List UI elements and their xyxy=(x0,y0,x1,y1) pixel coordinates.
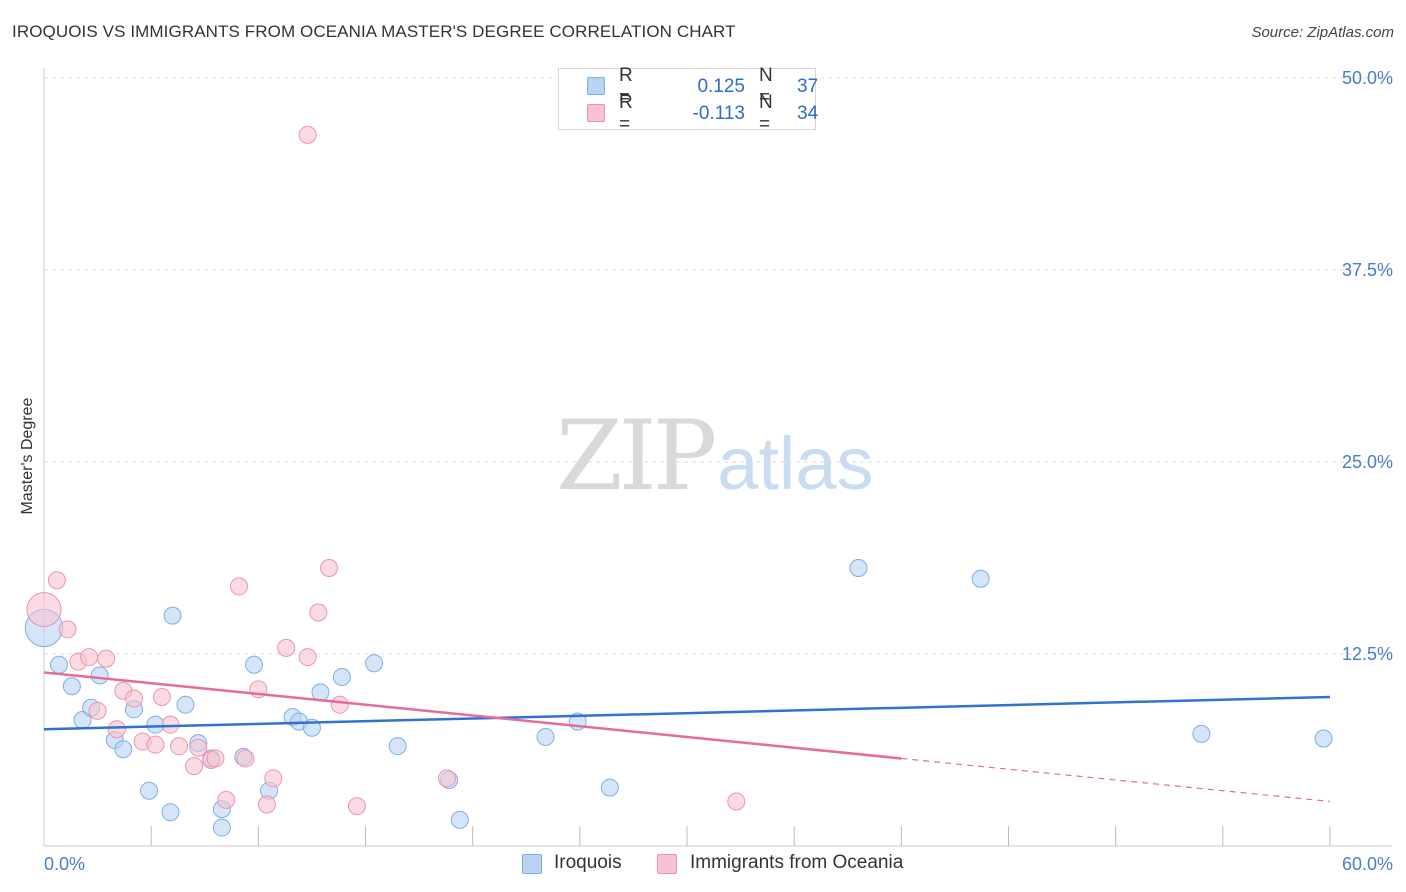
oceania-point xyxy=(189,738,208,757)
oceania-point xyxy=(161,715,180,734)
y-tick-label: 12.5% xyxy=(1342,644,1393,664)
iroquois-point xyxy=(365,654,384,673)
iroquois-point xyxy=(536,727,555,746)
iroquois-point xyxy=(600,778,619,797)
legend-r-value: 0.125 xyxy=(697,76,745,97)
oceania-point xyxy=(320,558,339,577)
iroquois-point xyxy=(971,569,990,588)
iroquois-point xyxy=(332,668,351,687)
oceania-point xyxy=(206,749,225,768)
iroquois-point xyxy=(1314,729,1333,748)
iroquois-point xyxy=(161,803,180,822)
oceania-point xyxy=(88,701,107,720)
series-legend-label-iroquois: Iroquois xyxy=(554,852,622,873)
iroquois-point xyxy=(212,818,231,837)
iroquois-point xyxy=(140,781,159,800)
iroquois-point xyxy=(1192,724,1211,743)
iroquois-point xyxy=(176,695,195,714)
oceania-point xyxy=(217,790,236,809)
oceania-point xyxy=(185,757,204,776)
oceania-point xyxy=(309,603,328,622)
series-legend-swatch-oceania xyxy=(657,854,677,874)
oceania-point xyxy=(152,688,171,707)
legend-r-label: R = xyxy=(619,65,633,108)
oceania-point xyxy=(330,695,349,714)
oceania-point xyxy=(97,649,116,668)
oceania-point xyxy=(727,792,746,811)
legend-r-label: R = xyxy=(619,92,633,135)
chart-title: IROQUOIS VS IMMIGRANTS FROM OCEANIA MAST… xyxy=(12,22,736,41)
oceania-point xyxy=(47,571,66,590)
oceania-trend-line-extension xyxy=(901,757,1331,803)
iroquois-point xyxy=(62,677,81,696)
iroquois-point xyxy=(388,737,407,756)
oceania-point xyxy=(298,125,317,144)
oceania-point xyxy=(230,577,249,596)
watermark-zip: ZIP xyxy=(556,400,717,512)
oceania-point xyxy=(277,638,296,657)
iroquois-point xyxy=(163,606,182,625)
oceania-point xyxy=(26,591,62,627)
oceania-trend-line xyxy=(43,671,902,760)
legend-n-label: N = xyxy=(759,92,773,135)
legend-swatch-pink xyxy=(587,104,605,122)
y-tick-label: 37.5% xyxy=(1342,260,1393,280)
legend-n-label: N = xyxy=(759,65,773,108)
oceania-point xyxy=(170,737,189,756)
iroquois-point xyxy=(450,810,469,829)
oceania-point xyxy=(257,795,276,814)
iroquois-point xyxy=(849,558,868,577)
oceania-point xyxy=(347,797,366,816)
oceania-point xyxy=(298,648,317,667)
series-legend-swatch-iroquois xyxy=(522,854,542,874)
iroquois-point xyxy=(245,655,264,674)
correlation-legend: R = 0.125 N = 37 R = -0.113 N = 34 xyxy=(558,65,819,135)
x-tick-label: 60.0% xyxy=(1342,854,1393,874)
source-credit: Source: ZipAtlas.com xyxy=(1251,24,1394,41)
watermark: ZIPatlas xyxy=(556,400,874,512)
oceania-point xyxy=(264,769,283,788)
iroquois-point xyxy=(146,715,165,734)
oceania-point xyxy=(80,648,99,667)
oceania-point xyxy=(125,689,144,708)
oceania-point xyxy=(146,735,165,754)
y-tick-label: 25.0% xyxy=(1342,452,1393,472)
iroquois-point xyxy=(114,740,133,759)
iroquois-point xyxy=(90,666,109,685)
iroquois-point xyxy=(50,655,69,674)
series-legend-label-oceania: Immigrants from Oceania xyxy=(690,852,904,873)
oceania-point xyxy=(437,769,456,788)
oceania-point xyxy=(236,749,255,768)
legend-n-value: 37 xyxy=(797,76,819,97)
y-tick-label: 50.0% xyxy=(1342,68,1393,88)
watermark-atlas: atlas xyxy=(717,422,874,505)
legend-swatch-blue xyxy=(587,77,605,95)
iroquois-trend-line xyxy=(43,695,1331,731)
oceania-point xyxy=(107,720,126,739)
oceania-point xyxy=(58,620,77,639)
x-tick-label: 0.0% xyxy=(44,854,85,874)
legend-n-value: 34 xyxy=(797,103,819,124)
legend-r-value: -0.113 xyxy=(692,103,745,124)
